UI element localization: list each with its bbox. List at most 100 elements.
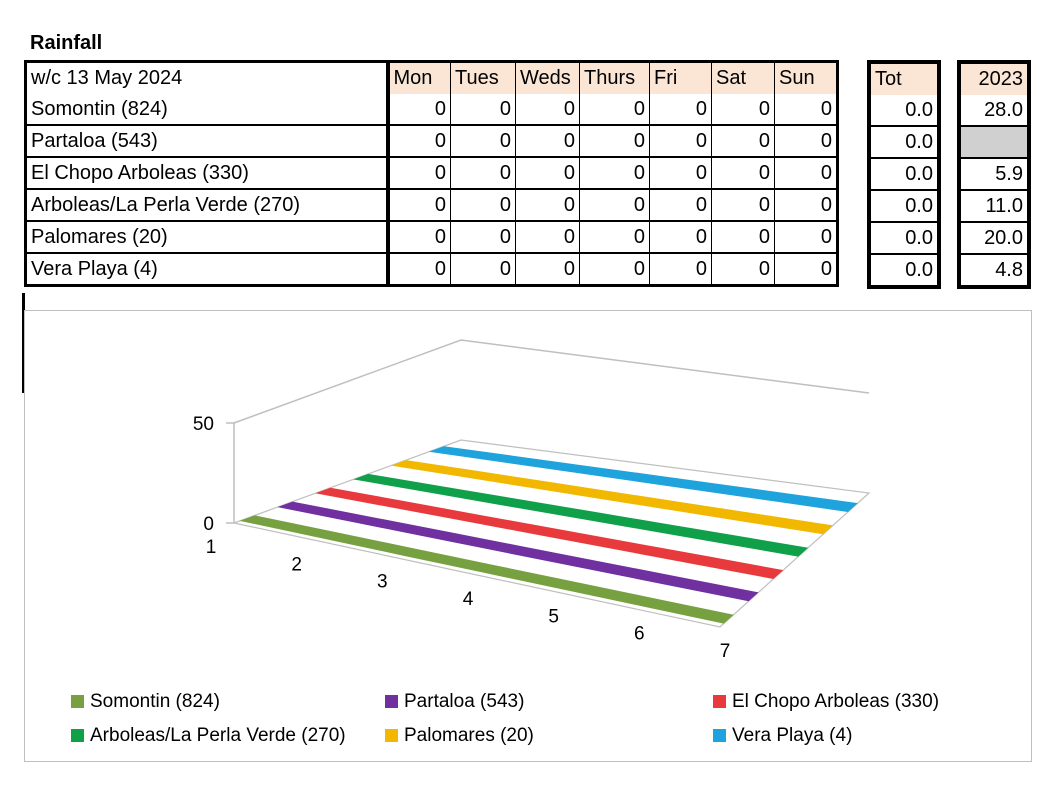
z-gridline [233,339,870,424]
legend-swatch [71,729,84,742]
page-title: Rainfall [30,32,103,54]
daily-rainfall-cell: 0 [450,189,516,222]
table-row: 20.0 [959,222,1029,255]
table-row: 28.0 [959,95,1029,127]
daily-rainfall-cell: 0 [450,253,516,286]
legend-item: Somontin (824) [71,691,220,713]
daily-rainfall-cell: 0 [515,221,580,254]
x-tick-label: 6 [634,624,645,645]
year-2023-cell: 20.0 [959,222,1029,255]
daily-rainfall-cell: 0 [579,221,650,254]
day-header-thurs: Thurs [579,61,650,94]
table-row: 0.0 [869,126,939,159]
daily-rainfall-cell: 0 [649,157,712,190]
table-row: Arboleas/La Perla Verde (270) 0 0 0 0 0 0 0 [25,189,838,222]
total-cell: 0.0 [869,222,939,255]
daily-rainfall-cell: 0 [515,253,580,286]
daily-rainfall-cell: 0 [649,189,712,222]
day-header-mon: Mon [387,61,451,94]
daily-rainfall-cell: 0 [649,221,712,254]
table-row: Partaloa (543) 0 0 0 0 0 0 0 [25,125,838,158]
chart-floor [231,439,871,628]
station-name: Palomares (20) [25,221,390,254]
daily-rainfall-cell: 0 [387,253,451,286]
series-ribbon-3 [315,487,784,579]
table-row: 0.0 [869,222,939,255]
total-cell: 0.0 [869,190,939,223]
table-row: 4.8 [959,254,1029,287]
daily-rainfall-cell: 0 [515,125,580,158]
series-ribbon-4 [353,473,809,557]
daily-rainfall-cell: 0 [387,125,451,158]
table-row: 0.0 [869,158,939,191]
year-2023-cell [959,126,1029,159]
station-name: Vera Playa (4) [25,253,390,286]
daily-rainfall-cell: 0 [774,94,838,126]
legend-swatch [713,695,726,708]
table-header-row: 2023 [959,62,1029,95]
legend-swatch [71,695,84,708]
total-cell: 0.0 [905,258,933,281]
daily-rainfall-cell: 0 [450,157,516,190]
x-tick-label: 7 [720,641,731,662]
daily-rainfall-cell: 0 [711,125,775,158]
legend-label: Vera Playa (4) [732,725,853,746]
legend-label: Palomares (20) [404,725,534,746]
daily-rainfall-cell: 0 [579,125,650,158]
daily-rainfall-cell: 0 [774,157,838,190]
year-2023-cell: 5.9 [959,158,1029,191]
legend-label: Arboleas/La Perla Verde (270) [90,725,346,746]
x-tick-label: 2 [291,554,302,575]
z-tick-label: 0 [203,514,214,535]
legend-label: Partaloa (543) [404,691,525,712]
station-name: El Chopo Arboleas (330) [25,157,390,190]
daily-rainfall-cell: 0 [579,157,650,190]
day-header-sun: Sun [774,61,838,94]
legend-item: Arboleas/La Perla Verde (270) [71,725,346,747]
daily-rainfall-cell: 0 [579,189,650,222]
table-left-rule [22,293,25,393]
daily-rainfall-cell: 0 [649,125,712,158]
daily-rainfall-cell: 0 [579,94,650,126]
day-header-weds: Weds [515,61,580,94]
legend-item: Partaloa (543) [385,691,524,713]
daily-rainfall-cell: 0 [387,221,451,254]
year-2023-cell: 28.0 [959,95,1029,127]
table-header-row: w/c 13 May 2024 Mon Tues Weds Thurs Fri … [25,61,838,94]
series-ribbon-6 [428,446,858,512]
table-row: Vera Playa (4) 0 0 0 0 0 0 0 [25,253,838,286]
daily-rainfall-cell: 0 [649,253,712,286]
day-header-tues: Tues [450,61,516,94]
series-ribbon-1 [239,515,734,624]
series-ribbon-5 [391,460,833,535]
year-2023-cell: 11.0 [959,190,1029,223]
table-row: 5.9 [959,158,1029,191]
table-row: Palomares (20) 0 0 0 0 0 0 0 [25,221,838,254]
legend-swatch [713,729,726,742]
rainfall-daily-table: w/c 13 May 2024 Mon Tues Weds Thurs Fri … [24,60,839,287]
x-tick-label: 5 [548,606,559,627]
daily-rainfall-cell: 0 [774,125,838,158]
daily-rainfall-cell: 0 [579,253,650,286]
week-label: w/c 13 May 2024 [25,61,390,94]
chart-plot-area: 1 2 3 4 5 6 7 0 50 [193,339,871,662]
legend-item: Palomares (20) [385,725,534,747]
table-row [959,126,1029,159]
x-tick-label: 3 [377,572,388,593]
daily-rainfall-cell: 0 [774,189,838,222]
legend-label: El Chopo Arboleas (330) [732,691,940,712]
x-tick-label: 1 [206,537,217,558]
table-row: 0.0 [869,254,939,287]
daily-rainfall-cell: 0 [387,94,451,126]
total-cell: 0.0 [869,95,939,127]
daily-rainfall-cell: 0 [450,94,516,126]
legend-swatch [385,729,398,742]
legend-item: El Chopo Arboleas (330) [713,691,939,713]
daily-rainfall-cell: 0 [711,189,775,222]
total-cell: 0.0 [869,158,939,191]
rainfall-total-table: Tot 0.0 0.0 0.0 0.0 0.0 0.0 [867,60,941,289]
day-header-fri: Fri [649,61,712,94]
table-row: El Chopo Arboleas (330) 0 0 0 0 0 0 0 [25,157,838,190]
table-row: Somontin (824) 0 0 0 0 0 0 0 [25,94,838,126]
day-header-sat: Sat [711,61,775,94]
